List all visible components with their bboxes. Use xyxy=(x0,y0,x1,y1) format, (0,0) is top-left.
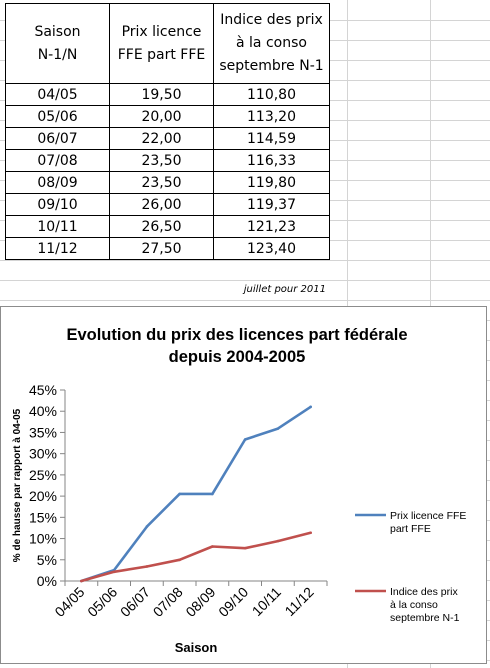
data-point xyxy=(145,525,149,528)
cell-prix[interactable]: 27,50 xyxy=(109,237,214,260)
data-point xyxy=(309,531,312,535)
gridline xyxy=(0,280,490,281)
table-row: 09/10 26,00 119,37 xyxy=(5,193,330,216)
y-tick-label: 40% xyxy=(29,403,57,419)
data-point xyxy=(211,545,214,548)
legend-label: part FFE xyxy=(390,523,431,535)
y-tick-label: 30% xyxy=(29,446,57,462)
legend-label: à la conso xyxy=(390,599,438,611)
y-tick-label: 10% xyxy=(29,531,57,547)
legend-label: Prix licence FFE xyxy=(390,510,466,522)
x-tick-label: 11/12 xyxy=(281,584,317,620)
data-point xyxy=(276,539,280,543)
chart-title: depuis 2004-2005 xyxy=(169,348,306,366)
cell-indice[interactable]: 123,40 xyxy=(213,237,330,260)
gridline xyxy=(0,260,490,261)
y-tick-label: 25% xyxy=(29,467,57,483)
cell-prix[interactable]: 26,50 xyxy=(109,215,214,238)
data-point xyxy=(243,438,247,441)
cell-saison[interactable]: 11/12 xyxy=(5,237,110,260)
data-point xyxy=(112,570,116,574)
x-tick-label: 10/11 xyxy=(249,584,285,620)
cell-saison[interactable]: 08/09 xyxy=(5,171,110,194)
cell-prix[interactable]: 23,50 xyxy=(109,171,214,194)
x-tick-label: 08/09 xyxy=(182,584,218,620)
x-axis-label: Saison xyxy=(175,640,218,655)
data-table: Saison N-1/N Prix licence FFE part FFE I… xyxy=(5,3,330,260)
y-tick-label: 45% xyxy=(29,382,57,398)
header-indice-prix[interactable]: Indice des prix à la conso septembre N-1 xyxy=(213,3,330,84)
y-tick-label: 15% xyxy=(29,509,57,525)
y-tick-label: 35% xyxy=(29,424,57,440)
cell-prix[interactable]: 26,00 xyxy=(109,193,214,216)
table-row: 11/12 27,50 123,40 xyxy=(5,237,330,260)
chart-canvas: Evolution du prix des licences part fédé… xyxy=(12,326,466,655)
cell-saison[interactable]: 06/07 xyxy=(5,127,110,150)
cell-prix[interactable]: 23,50 xyxy=(109,149,214,172)
data-point xyxy=(243,546,247,550)
x-tick-label: 05/06 xyxy=(84,584,120,620)
cell-saison[interactable]: 10/11 xyxy=(5,215,110,238)
data-point xyxy=(80,579,83,583)
header-line: Prix licence xyxy=(121,23,202,40)
series-line-1 xyxy=(80,405,312,583)
y-tick-label: 20% xyxy=(29,488,57,504)
header-saison[interactable]: Saison N-1/N xyxy=(5,3,110,84)
x-tick-label: 06/07 xyxy=(117,584,153,620)
chart-title: Evolution du prix des licences part fédé… xyxy=(66,326,407,344)
y-axis-label: % de hausse par rapport à 04-05 xyxy=(12,408,23,562)
data-point xyxy=(178,492,181,496)
data-point xyxy=(276,427,280,430)
table-row: 10/11 26,50 121,23 xyxy=(5,215,330,238)
cell-saison[interactable]: 04/05 xyxy=(5,83,110,106)
header-line: Indice des prix xyxy=(220,12,323,28)
gridline xyxy=(0,300,490,301)
header-line: à la conso xyxy=(236,35,307,51)
series-line-2 xyxy=(80,531,312,583)
table-note[interactable]: juillet pour 2011 xyxy=(200,284,326,295)
data-point xyxy=(178,558,181,562)
cell-indice[interactable]: 121,23 xyxy=(213,215,330,238)
legend-label: septembre N-1 xyxy=(390,612,460,624)
header-line: FFE part FFE xyxy=(117,46,206,63)
cell-saison[interactable]: 09/10 xyxy=(5,193,110,216)
legend-label: Indice des prix xyxy=(390,586,458,598)
x-tick-label: 07/08 xyxy=(150,584,186,620)
table-header-row: Saison N-1/N Prix licence FFE part FFE I… xyxy=(5,3,330,84)
cell-prix[interactable]: 19,50 xyxy=(109,83,214,106)
cell-indice[interactable]: 119,37 xyxy=(213,193,330,216)
cell-prix[interactable]: 22,00 xyxy=(109,127,214,150)
data-point xyxy=(309,405,312,409)
x-tick-label: 09/10 xyxy=(215,584,251,620)
line-chart[interactable]: Evolution du prix des licences part fédé… xyxy=(0,306,487,664)
table-row: 07/08 23,50 116,33 xyxy=(5,149,330,172)
table-row: 06/07 22,00 114,59 xyxy=(5,127,330,150)
y-tick-label: 0% xyxy=(37,573,57,589)
header-prix-licence[interactable]: Prix licence FFE part FFE xyxy=(109,3,214,84)
cell-indice[interactable]: 119,80 xyxy=(213,171,330,194)
table-row: 04/05 19,50 110,80 xyxy=(5,83,330,106)
header-line: septembre N-1 xyxy=(219,58,324,74)
header-line: N-1/N xyxy=(37,46,78,63)
cell-saison[interactable]: 07/08 xyxy=(5,149,110,172)
cell-indice[interactable]: 114,59 xyxy=(213,127,330,150)
data-point xyxy=(145,565,149,568)
cell-indice[interactable]: 116,33 xyxy=(213,149,330,172)
header-line: Saison xyxy=(34,23,81,40)
cell-indice[interactable]: 113,20 xyxy=(213,105,330,128)
table-row: 05/06 20,00 113,20 xyxy=(5,105,330,128)
cell-saison[interactable]: 05/06 xyxy=(5,105,110,128)
cell-prix[interactable]: 20,00 xyxy=(109,105,214,128)
table-row: 08/09 23,50 119,80 xyxy=(5,171,330,194)
data-point xyxy=(211,492,214,496)
x-tick-label: 04/05 xyxy=(51,584,87,620)
cell-indice[interactable]: 110,80 xyxy=(213,83,330,106)
y-tick-label: 5% xyxy=(37,552,57,568)
